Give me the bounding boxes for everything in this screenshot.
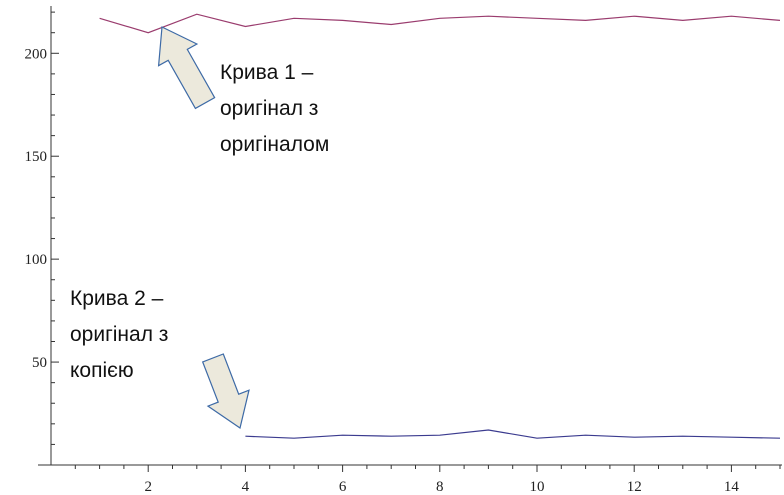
x-tick-label: 14	[724, 479, 740, 495]
x-tick-label: 2	[144, 479, 152, 495]
series-2-line	[245, 429, 781, 439]
annotation-2-line: Крива 2 –	[70, 287, 164, 310]
x-tick-label: 6	[339, 479, 347, 495]
y-tick-label: 50	[32, 355, 47, 371]
annotations: Крива 1 – оригінал з оригіналом Крива 2 – ор…	[70, 26, 329, 429]
annotation-2-line: оригінал з	[70, 323, 168, 346]
annotation-1-line: Крива 1 –	[220, 61, 314, 84]
series-group	[99, 13, 781, 439]
annotation-2-arrow	[201, 353, 250, 429]
x-tick-label: 12	[627, 479, 642, 495]
annotation-2-line: копією	[70, 359, 134, 382]
y-tick-label: 100	[25, 252, 48, 268]
annotation-1-line: оригінал з	[220, 97, 318, 120]
series-1-line	[99, 13, 781, 34]
y-tick-label: 150	[25, 149, 48, 165]
x-tick-label: 8	[436, 479, 444, 495]
axes: 2 4 6 8 10 12 14 50 100 150 200	[25, 6, 782, 495]
x-tick-label: 4	[242, 479, 250, 495]
x-tick-label: 10	[530, 479, 545, 495]
annotation-1-line: оригіналом	[220, 133, 329, 156]
y-tick-label: 200	[25, 46, 48, 62]
annotation-1-arrow	[157, 26, 216, 110]
